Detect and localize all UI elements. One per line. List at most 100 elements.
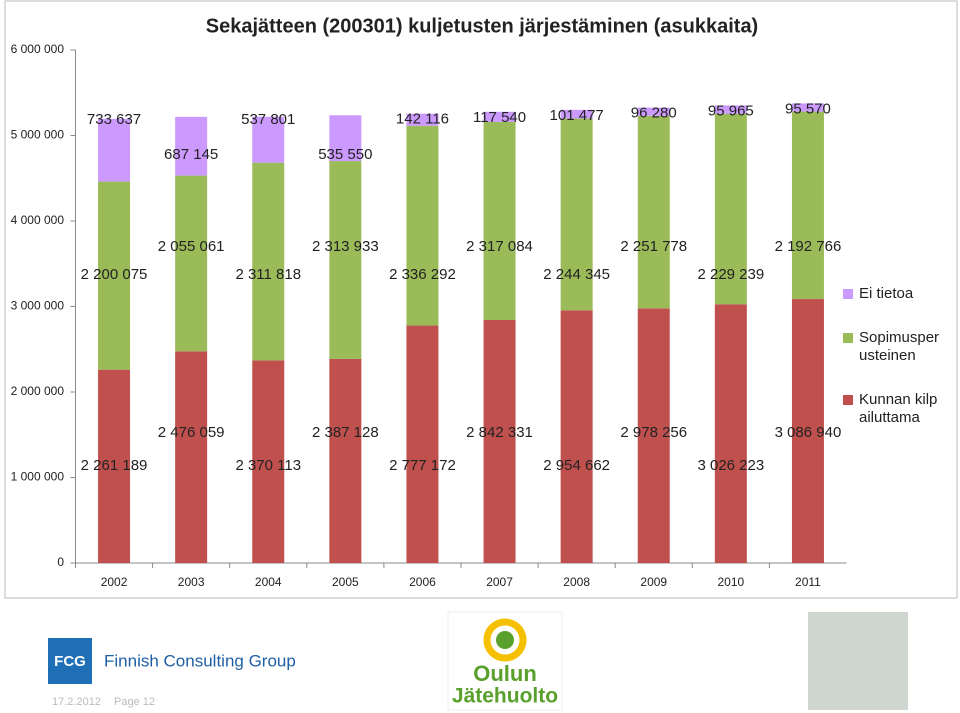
- x-tick-label: 2003: [178, 575, 205, 589]
- bar-segment: [637, 308, 670, 563]
- bar-segment: [560, 118, 593, 311]
- x-tick-label: 2009: [640, 575, 667, 589]
- bar-segment: [406, 325, 439, 563]
- value-label: 535 550: [318, 146, 372, 163]
- bar-segment: [483, 319, 516, 563]
- x-tick-label: 2007: [486, 575, 513, 589]
- footer-date: 17.2.2012: [52, 696, 101, 708]
- legend-item: Sopimusperusteinen: [843, 329, 943, 365]
- x-tick-label: 2005: [332, 575, 359, 589]
- value-label: 3 086 940: [775, 424, 842, 441]
- partner-name-1: Oulun: [473, 661, 537, 686]
- bar-segment: [175, 116, 208, 176]
- value-label: 3 026 223: [697, 457, 764, 474]
- footer-page: Page 12: [114, 696, 155, 708]
- chart-title: Sekajätteen (200301) kuljetusten järjest…: [206, 15, 758, 37]
- bar-segment: [252, 360, 285, 563]
- legend-swatch: [843, 395, 853, 405]
- partner-logo-ring: [483, 618, 527, 662]
- value-label: 2 055 061: [158, 238, 225, 255]
- x-tick-label: 2004: [255, 575, 282, 589]
- bar-segment: [252, 116, 285, 163]
- legend-label: Sopimusperusteinen: [859, 329, 940, 364]
- bar-segment: [406, 125, 439, 326]
- plot-area: 0 1 000 000 2 000 000 3 000 000 4 000 000 5 0…: [11, 42, 847, 589]
- value-label: 2 261 189: [81, 457, 148, 474]
- value-label: 117 540: [473, 109, 526, 126]
- bar-segment: [714, 113, 747, 305]
- bar-segment: [714, 304, 747, 563]
- value-label: 2 978 256: [620, 424, 687, 441]
- bar-segment: [98, 118, 131, 182]
- value-label: 2 229 239: [697, 266, 764, 283]
- y-tick-label: 0: [57, 555, 64, 569]
- bar-segment: [329, 115, 362, 162]
- value-label: 537 801: [241, 111, 295, 128]
- bar-segment: [98, 181, 131, 370]
- x-tick-label: 2011: [795, 575, 821, 589]
- bar-segment: [483, 111, 516, 122]
- value-label: 733 637: [87, 111, 141, 128]
- legend-swatch: [843, 333, 853, 343]
- bar-segment: [483, 121, 516, 320]
- x-tick-label: 2010: [717, 575, 744, 589]
- value-label: 96 280: [631, 105, 677, 122]
- legend-item: Ei tietoa: [843, 285, 943, 303]
- y-tick-label: 3 000 000: [11, 299, 65, 313]
- bar-segment: [637, 107, 670, 116]
- company-name: Finnish Consulting Group: [104, 651, 296, 670]
- site-image: [808, 612, 908, 710]
- value-label: 2 387 128: [312, 424, 379, 441]
- bar-segment: [791, 299, 824, 563]
- y-tick-label: 4 000 000: [11, 213, 65, 227]
- value-label: 142 116: [396, 111, 449, 128]
- bar-segment: [560, 310, 593, 563]
- bar-segment: [560, 109, 593, 119]
- fcg-logo-box: [48, 638, 92, 684]
- value-label: 2 777 172: [389, 457, 456, 474]
- value-label: 2 842 331: [466, 424, 533, 441]
- partner-logo-core: [496, 631, 514, 649]
- y-tick-label: 6 000 000: [11, 42, 65, 56]
- bar-segment: [791, 103, 824, 112]
- y-tick-label: 2 000 000: [11, 384, 65, 398]
- legend: Ei tietoa Sopimusperusteinen Kunnan kilpai…: [843, 285, 943, 453]
- legend-item: Kunnan kilpailuttama: [843, 391, 943, 427]
- legend-swatch: [843, 289, 853, 299]
- bar-segment: [175, 351, 208, 563]
- legend-label: Ei tietoa: [859, 285, 914, 302]
- value-label: 2 317 084: [466, 238, 533, 255]
- fcg-logo: FCG: [54, 653, 86, 670]
- value-label: 2 251 778: [620, 238, 687, 255]
- value-label: 2 192 766: [775, 238, 842, 255]
- x-tick-label: 2006: [409, 575, 436, 589]
- value-label: 2 311 818: [235, 266, 301, 283]
- value-label: 2 313 933: [312, 238, 379, 255]
- bar-segment: [98, 369, 131, 563]
- x-tick-label: 2008: [563, 575, 590, 589]
- value-label: 2 476 059: [158, 424, 225, 441]
- value-label: 95 965: [708, 102, 754, 119]
- partner-name-2: Jätehuolto: [452, 685, 558, 708]
- bar-segment: [714, 105, 747, 114]
- bar-segment: [175, 175, 208, 352]
- x-tick-label: 2002: [101, 575, 128, 589]
- bar-segment: [406, 113, 439, 126]
- value-label: 2 370 113: [235, 457, 301, 474]
- bar-segment: [329, 358, 362, 563]
- value-label: 2 336 292: [389, 266, 456, 283]
- bar-segment: [252, 162, 285, 361]
- legend-label: Kunnan kilpailuttama: [859, 391, 938, 426]
- y-tick-label: 5 000 000: [11, 128, 65, 142]
- bar-segment: [791, 111, 824, 300]
- value-label: 2 244 345: [543, 266, 610, 283]
- bar-segment: [329, 161, 362, 359]
- bar-segment: [637, 115, 670, 309]
- value-label: 101 477: [550, 107, 604, 124]
- value-label: 2 200 075: [81, 266, 148, 283]
- value-label: 95 570: [785, 100, 831, 117]
- y-tick-label: 1 000 000: [11, 470, 65, 484]
- value-label: 687 145: [164, 146, 218, 163]
